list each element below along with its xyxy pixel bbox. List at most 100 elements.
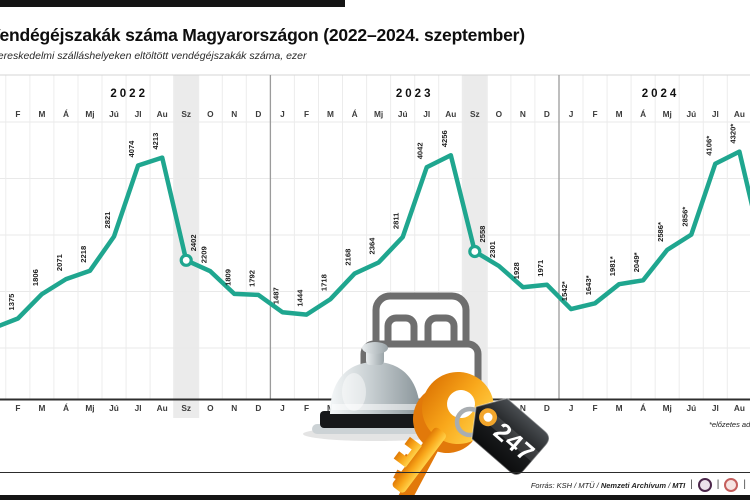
value-label: 1792 <box>247 270 256 287</box>
source-prefix: Forrás: KSH / MTÜ / <box>530 480 601 490</box>
month-label: Mj <box>374 109 383 119</box>
value-label: 1806 <box>31 269 40 286</box>
footer-bar-2: | <box>716 479 720 490</box>
value-label: 4074 <box>127 140 136 158</box>
value-label: 2586* <box>656 222 665 242</box>
footer-bar-3: | <box>743 479 746 490</box>
month-label: O <box>207 403 214 413</box>
footer-divider <box>0 472 750 473</box>
month-label: Sz <box>181 403 191 413</box>
month-label: J <box>569 109 574 119</box>
month-label: M <box>616 403 623 413</box>
month-label: J <box>280 109 285 119</box>
value-label: 1971 <box>536 259 545 277</box>
month-label: F <box>304 109 309 119</box>
month-label: Á <box>63 109 69 119</box>
value-label: 2364 <box>368 237 377 255</box>
month-label: M <box>38 109 45 119</box>
value-label: 2168 <box>344 249 353 266</box>
footer-logo-1-icon <box>697 478 712 492</box>
top-border-bar <box>0 0 345 7</box>
value-label: 4213 <box>151 133 160 150</box>
month-label: Jú <box>686 109 696 119</box>
month-label: Sz <box>470 109 480 119</box>
month-label: Jl <box>135 109 142 119</box>
month-label: Au <box>734 109 745 119</box>
month-label: F <box>15 109 20 119</box>
month-label: N <box>520 403 526 413</box>
month-label: J <box>280 403 285 413</box>
month-label: Sz <box>181 109 191 119</box>
value-label: 2209 <box>199 246 208 263</box>
value-label: 2301 <box>488 240 497 258</box>
year-label: 2024 <box>642 88 680 100</box>
month-label: F <box>304 403 309 413</box>
value-label: 1643* <box>584 275 593 295</box>
month-label: Jú <box>109 109 119 119</box>
september-band <box>173 75 200 418</box>
september-marker <box>468 244 482 259</box>
value-label: 1542* <box>560 281 569 301</box>
month-label: Á <box>640 109 646 119</box>
month-label: Mj <box>663 109 672 119</box>
month-label: F <box>592 403 597 413</box>
month-label: D <box>544 109 550 119</box>
value-label: 4042 <box>416 142 425 159</box>
month-label: O <box>207 109 214 119</box>
footer: Forrás: KSH / MTÜ / Nemzeti Archívum / M… <box>531 477 746 493</box>
value-label: 4320* <box>728 124 737 144</box>
month-label: Au <box>445 109 456 119</box>
value-label: 2071 <box>55 253 64 271</box>
month-label: M <box>327 109 334 119</box>
source-separator: / <box>665 480 673 490</box>
month-label: Á <box>352 109 358 119</box>
footer-bar-1: | <box>690 479 693 490</box>
value-label: 4106* <box>704 136 713 156</box>
value-label: 1487 <box>271 287 280 304</box>
key-tag: 247 <box>471 397 550 476</box>
month-label: Au <box>157 109 168 119</box>
reception-bell-icon <box>303 342 447 441</box>
source-text: Forrás: KSH / MTÜ / Nemzeti Archívum / M… <box>531 481 685 490</box>
month-label: Jl <box>135 403 142 413</box>
year-label: 2022 <box>110 88 148 100</box>
value-label: 1375 <box>7 293 16 311</box>
month-label: F <box>592 109 597 119</box>
month-label: D <box>255 403 261 413</box>
month-label: Mj <box>663 403 672 413</box>
month-label: Jú <box>686 403 696 413</box>
value-label: 1981* <box>608 256 617 276</box>
year-label: 2023 <box>396 88 434 100</box>
value-label: 2856* <box>680 207 689 227</box>
month-label: N <box>231 403 237 413</box>
footer-logo-2-icon <box>724 478 739 492</box>
month-label: Á <box>63 403 69 413</box>
value-label: 2049* <box>632 252 641 272</box>
month-label: N <box>520 109 526 119</box>
month-label: Jú <box>109 403 119 413</box>
value-label: 2811 <box>392 212 401 229</box>
value-label: 2558 <box>478 226 487 243</box>
preliminary-data-footnote: *előzetes adat <box>709 420 750 429</box>
september-marker <box>179 253 193 267</box>
guest-nights-line <box>0 149 750 328</box>
source-archive: Nemzeti Archívum <box>600 480 666 490</box>
value-label: 1928 <box>512 262 521 279</box>
value-label: 2821 <box>103 211 112 229</box>
page-title: Vendégéjszakák száma Magyarországon (202… <box>0 25 525 45</box>
value-label: 1444 <box>296 289 305 307</box>
value-label: 1718 <box>320 274 329 291</box>
month-label: Au <box>734 403 745 413</box>
month-label: Jú <box>398 109 408 119</box>
month-label: Au <box>157 403 168 413</box>
month-label: F <box>15 403 20 413</box>
month-label: Mj <box>85 109 94 119</box>
value-label: 2402 <box>189 234 198 251</box>
page-subtitle: A kereskedelmi szálláshelyeken eltöltött… <box>0 50 307 62</box>
value-label: 1809 <box>223 269 232 286</box>
month-label: Á <box>640 403 646 413</box>
month-label: Jl <box>712 109 719 119</box>
